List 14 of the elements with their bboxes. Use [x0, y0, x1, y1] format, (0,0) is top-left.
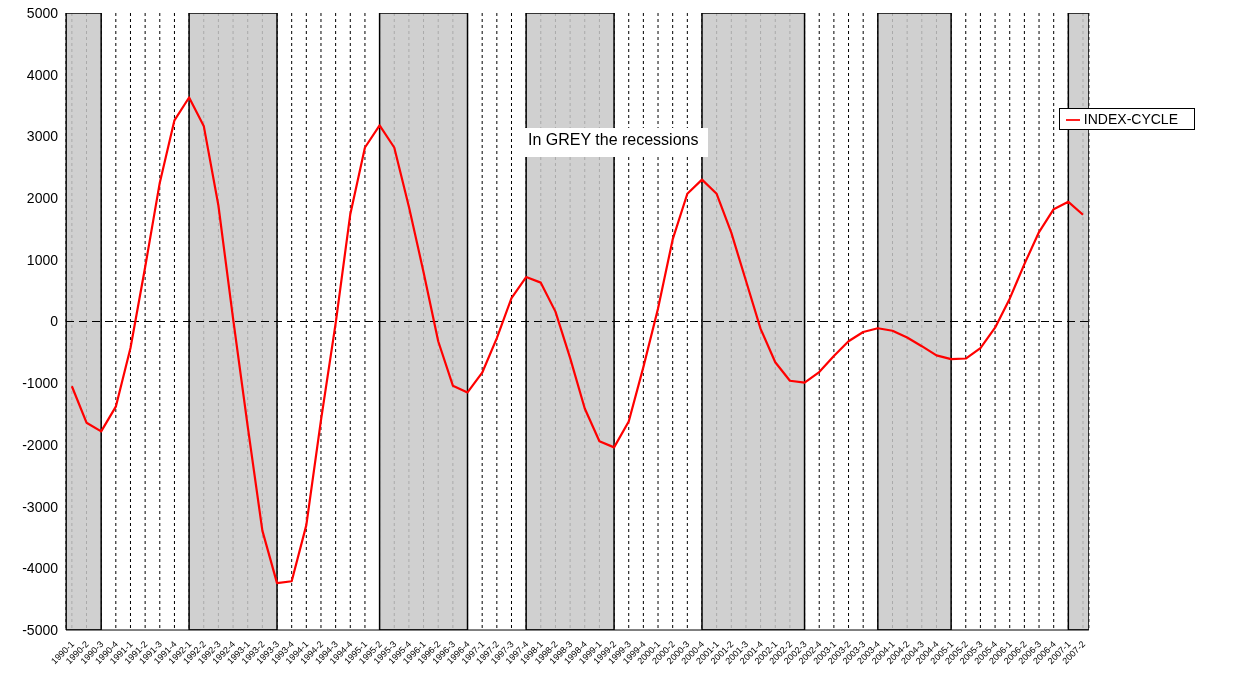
y-tick-label: 4000	[26, 66, 59, 83]
y-tick-label: 3000	[26, 128, 59, 145]
y-tick-label: -1000	[22, 375, 59, 392]
y-tick-label: 2000	[26, 190, 59, 207]
annotation: In GREY the recessions	[518, 128, 709, 157]
y-tick-label: 5000	[26, 4, 59, 21]
y-tick-label: 1000	[26, 251, 59, 268]
y-tick-label: -4000	[22, 560, 59, 577]
y-tick-label: -2000	[22, 436, 59, 453]
y-tick-label: 0	[50, 313, 59, 330]
legend-label: INDEX-CYCLE	[1083, 111, 1178, 127]
line-series	[70, 96, 1085, 585]
y-tick-label: -5000	[22, 621, 59, 638]
y-tick-label: -3000	[22, 498, 59, 515]
